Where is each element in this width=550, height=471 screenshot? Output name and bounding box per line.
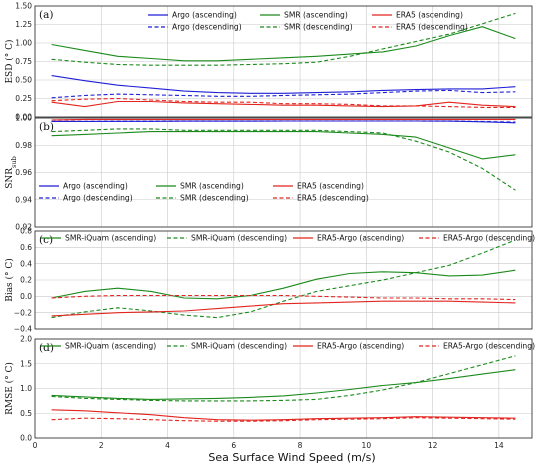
- y-tick-label: 0.5: [20, 409, 32, 418]
- x-axis-label: Sea Surface Wind Speed (m/s): [208, 451, 375, 464]
- y-tick-label: 0.0: [20, 434, 32, 443]
- legend-label: ERA5-Argo (ascending): [317, 342, 404, 351]
- x-tick-label: 2: [99, 441, 104, 450]
- y-tick-label: −0.2: [14, 308, 32, 317]
- x-tick-label: 0: [33, 441, 38, 450]
- y-tick-label: 1.0: [20, 384, 32, 393]
- legend-label: ERA5-Argo (descending): [443, 234, 535, 243]
- legend-label: SMR-iQuam (ascending): [65, 234, 156, 243]
- legend-label: SMR (ascending): [284, 11, 348, 20]
- panel-tag: (c): [39, 234, 53, 246]
- panel-tag: (b): [39, 121, 54, 133]
- y-tick-label: 1.25: [15, 20, 32, 29]
- y-tick-label: 1.5: [20, 359, 32, 368]
- y-tick-label: 0.6: [20, 243, 32, 252]
- y-tick-label: 0.2: [20, 276, 32, 285]
- y-tick-label: 0.25: [15, 94, 32, 103]
- legend-label: Argo (descending): [63, 194, 133, 203]
- legend-label: SMR (ascending): [180, 182, 244, 191]
- legend-label: ERA5 (ascending): [297, 182, 364, 191]
- legend-label: SMR (descending): [180, 194, 249, 203]
- y-tick-label: 0.4: [20, 259, 32, 268]
- x-tick-label: 12: [428, 441, 438, 450]
- y-axis-label: ESD (° C): [4, 39, 15, 83]
- x-tick-label: 8: [298, 441, 303, 450]
- y-tick-label: 1.50: [15, 2, 32, 11]
- y-tick-label: 0.94: [15, 195, 32, 204]
- panel-tag: (a): [39, 9, 53, 21]
- legend-label: Argo (descending): [172, 23, 242, 32]
- legend-label: Argo (ascending): [63, 182, 128, 191]
- y-tick-label: 0.0: [20, 292, 32, 301]
- legend-label: SMR-iQuam (ascending): [65, 342, 156, 351]
- panel-tag: (d): [39, 342, 54, 354]
- y-axis-label: RMSE (° C): [4, 362, 15, 415]
- legend-label: ERA5 (descending): [297, 194, 369, 203]
- y-tick-label: 0.50: [15, 76, 32, 85]
- legend-label: ERA5 (descending): [396, 23, 468, 32]
- y-tick-label: 1.00: [15, 114, 32, 123]
- y-tick-label: 0.96: [15, 168, 32, 177]
- y-tick-label: 2.0: [20, 335, 32, 344]
- legend-label: ERA5 (ascending): [396, 11, 463, 20]
- x-tick-label: 14: [494, 441, 504, 450]
- legend-label: ERA5-Argo (ascending): [317, 234, 404, 243]
- y-axis-label-subscript: sub: [10, 156, 18, 168]
- x-tick-label: 6: [231, 441, 236, 450]
- x-tick-label: 4: [165, 441, 170, 450]
- y-tick-label: −0.4: [14, 325, 32, 334]
- y-tick-label: 0.75: [15, 57, 32, 66]
- y-tick-label: 1.00: [15, 39, 32, 48]
- legend-label: ERA5-Argo (descending): [443, 342, 535, 351]
- y-tick-label: 0.98: [15, 141, 32, 150]
- legend-label: Argo (ascending): [172, 11, 237, 20]
- y-tick-label: 0.8: [20, 227, 32, 236]
- x-tick-label: 10: [362, 441, 372, 450]
- legend-label: SMR-iQuam (descending): [191, 342, 287, 351]
- series-line-3: [52, 119, 516, 120]
- legend-label: SMR (descending): [284, 23, 353, 32]
- legend-label: SMR-iQuam (descending): [191, 234, 287, 243]
- y-axis-label: Bias (° C): [4, 258, 15, 302]
